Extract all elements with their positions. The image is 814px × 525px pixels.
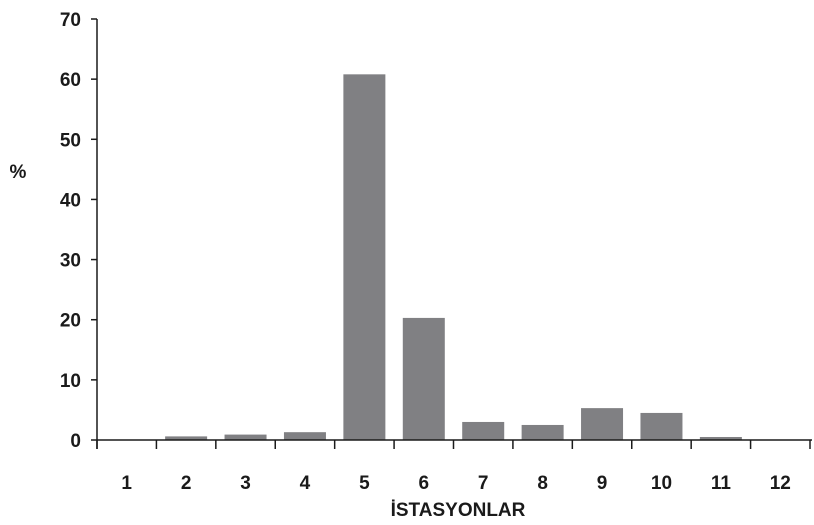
x-tick-label: 7: [478, 473, 489, 494]
y-tick-label: 40: [60, 190, 81, 211]
x-tick-label: 6: [419, 473, 430, 494]
x-ticks-group: 1 2 3 4 5 6 7 8 9 10 11 12: [121, 473, 790, 494]
y-axis-title: %: [10, 162, 27, 183]
y-tick-label: 60: [60, 70, 81, 91]
bar-4: [283, 432, 326, 440]
x-tick-label: 8: [537, 473, 548, 494]
y-tick-label: 50: [60, 130, 81, 151]
bar-6: [402, 317, 445, 440]
bars-group: [165, 74, 742, 441]
bar-5: [343, 74, 386, 441]
bar-7: [462, 421, 505, 440]
y-tick-label: 10: [60, 371, 81, 392]
x-tick-label: 4: [300, 473, 311, 494]
bar-3: [224, 434, 267, 440]
y-tick-label: 30: [60, 251, 81, 272]
y-tick-label: 0: [70, 431, 81, 452]
bar-9: [581, 408, 624, 440]
x-axis-title: İSTASYONLAR: [391, 500, 526, 521]
y-tick-label: 70: [60, 10, 81, 31]
bar-2: [165, 436, 208, 440]
bar-10: [640, 412, 683, 440]
x-tick-label: 2: [181, 473, 192, 494]
axes-group: [91, 18, 812, 449]
x-tick-label: 10: [651, 473, 672, 494]
bar-8: [521, 424, 564, 440]
bar-11: [699, 436, 742, 440]
x-tick-label: 3: [240, 473, 251, 494]
x-tick-label: 9: [597, 473, 608, 494]
x-tick-label: 12: [770, 473, 791, 494]
x-tick-label: 5: [359, 473, 370, 494]
y-ticks-group: 0 10 20 30 40 50 60 70: [60, 10, 81, 452]
x-tick-label: 11: [711, 473, 732, 494]
y-tick-label: 20: [60, 311, 81, 332]
x-tick-label: 1: [121, 473, 132, 494]
